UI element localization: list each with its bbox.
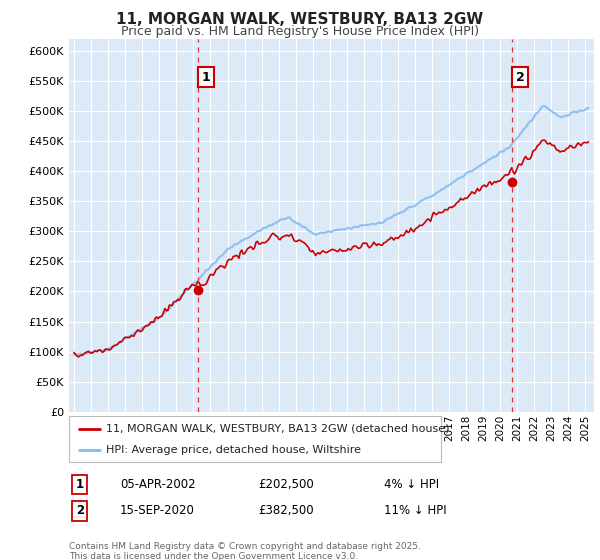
Text: 1: 1 [202, 71, 210, 83]
Text: 15-SEP-2020: 15-SEP-2020 [120, 504, 195, 517]
Text: £202,500: £202,500 [258, 478, 314, 491]
Text: Contains HM Land Registry data © Crown copyright and database right 2025.
This d: Contains HM Land Registry data © Crown c… [69, 542, 421, 560]
Text: HPI: Average price, detached house, Wiltshire: HPI: Average price, detached house, Wilt… [106, 445, 361, 455]
Text: £382,500: £382,500 [258, 504, 314, 517]
Text: 11, MORGAN WALK, WESTBURY, BA13 2GW: 11, MORGAN WALK, WESTBURY, BA13 2GW [116, 12, 484, 27]
Text: 2: 2 [76, 504, 84, 517]
Text: 4% ↓ HPI: 4% ↓ HPI [384, 478, 439, 491]
Text: 2: 2 [516, 71, 524, 83]
Text: Price paid vs. HM Land Registry's House Price Index (HPI): Price paid vs. HM Land Registry's House … [121, 25, 479, 38]
Text: 11, MORGAN WALK, WESTBURY, BA13 2GW (detached house): 11, MORGAN WALK, WESTBURY, BA13 2GW (det… [106, 423, 450, 433]
Text: 05-APR-2002: 05-APR-2002 [120, 478, 196, 491]
Text: 1: 1 [76, 478, 84, 491]
Text: 11% ↓ HPI: 11% ↓ HPI [384, 504, 446, 517]
